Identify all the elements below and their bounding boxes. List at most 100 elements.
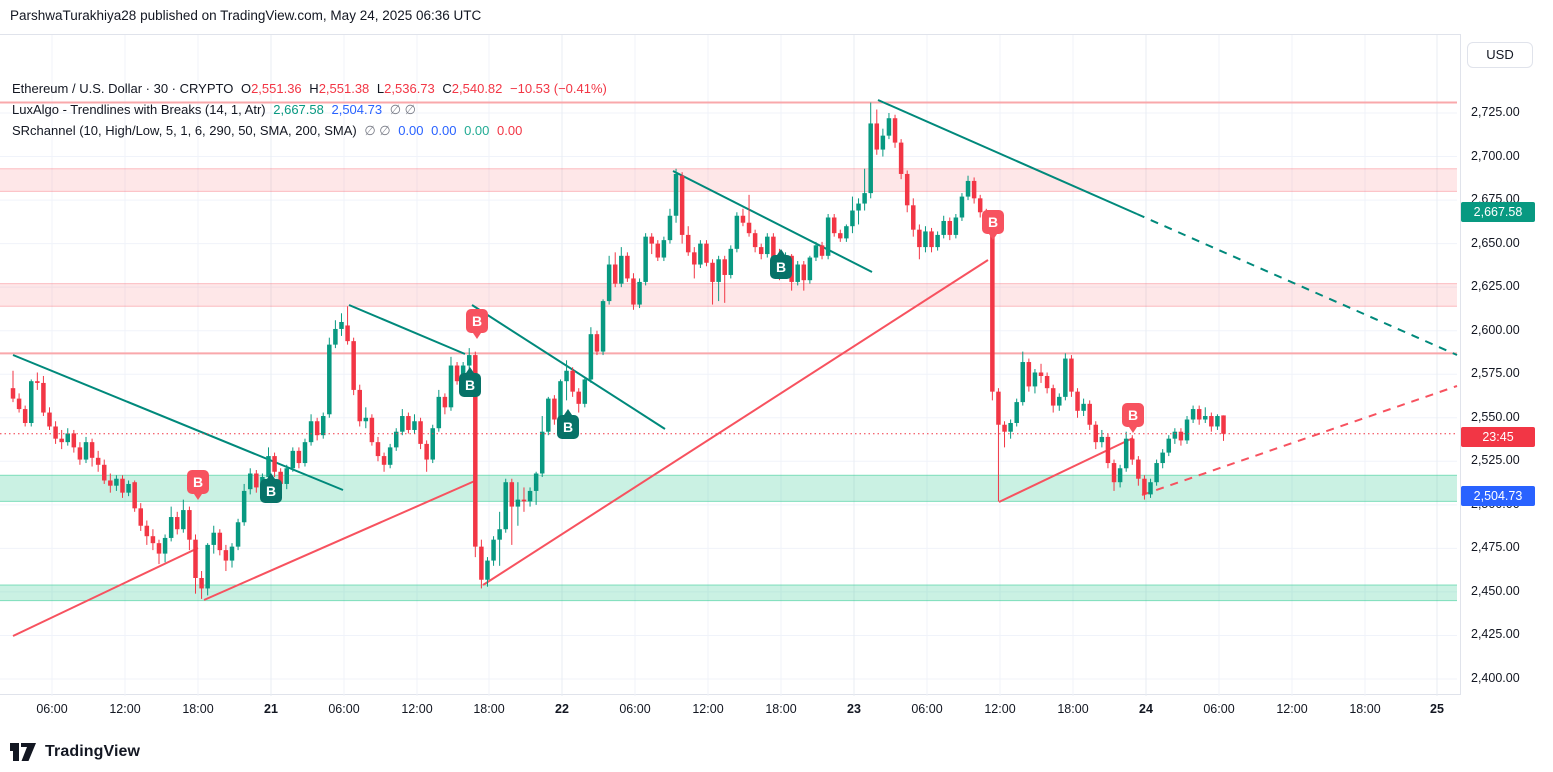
candle-body bbox=[1117, 468, 1123, 483]
candle-body bbox=[308, 421, 314, 443]
candle-body bbox=[588, 334, 594, 380]
candle-body bbox=[296, 450, 302, 464]
price-tick: 2,400.00 bbox=[1471, 671, 1520, 685]
candle-body bbox=[10, 388, 16, 399]
price-tick: 2,550.00 bbox=[1471, 409, 1520, 424]
time-tick: 06:00 bbox=[619, 702, 651, 716]
break-marker-tail bbox=[1129, 427, 1137, 433]
candle-body bbox=[673, 173, 679, 216]
down-trendline bbox=[348, 304, 466, 355]
up-trendline bbox=[998, 437, 1134, 503]
srchannel-value-4: 0.00 bbox=[497, 123, 523, 138]
candle-body bbox=[1063, 358, 1068, 397]
candle-body bbox=[290, 450, 296, 469]
break-marker-tail bbox=[473, 333, 481, 339]
candle-body bbox=[436, 396, 442, 429]
price-axis[interactable]: USD 2,725.00 2,700.00 2,675.00 2,650.00 2,62… bbox=[1460, 34, 1553, 695]
candle-body bbox=[527, 490, 533, 502]
break-marker-box bbox=[557, 415, 579, 439]
candle-body bbox=[886, 118, 892, 136]
candle-body bbox=[1050, 388, 1056, 406]
candle-body bbox=[977, 198, 983, 213]
legend-symbol-row[interactable]: Ethereum / U.S. Dollar · 30 · CRYPTO O2,… bbox=[12, 81, 611, 102]
candle-body bbox=[1178, 431, 1184, 441]
candle-body bbox=[679, 175, 685, 235]
time-axis[interactable]: 06:00 12:00 18:00 21 06:00 12:00 18:00 22 06:00 1… bbox=[0, 696, 1553, 723]
time-tick: 18:00 bbox=[1057, 702, 1089, 716]
candle-body bbox=[181, 510, 186, 530]
candle-body bbox=[393, 431, 399, 448]
candle-body bbox=[838, 233, 843, 239]
legend-srchannel-row[interactable]: SRchannel (10, High/Low, 5, 1, 6, 290, 5… bbox=[12, 123, 611, 144]
time-tick: 12:00 bbox=[109, 702, 141, 716]
candle-body bbox=[813, 245, 819, 258]
candle-body bbox=[917, 229, 922, 248]
candle-body bbox=[1032, 372, 1038, 387]
candle-body bbox=[692, 252, 697, 265]
candle-body bbox=[1093, 424, 1099, 443]
candle-body bbox=[625, 255, 630, 279]
time-tick-day: 22 bbox=[555, 702, 569, 716]
time-tick: 18:00 bbox=[765, 702, 797, 716]
candle-body bbox=[381, 456, 387, 465]
candles bbox=[10, 102, 1226, 599]
ohlc-close-value: 2,540.82 bbox=[451, 81, 503, 96]
tradingview-brand-text[interactable]: TradingView bbox=[45, 743, 141, 760]
candle-body bbox=[704, 243, 709, 263]
tradingview-logo-icon[interactable] bbox=[10, 741, 38, 763]
candle-body bbox=[211, 532, 216, 545]
candle-body bbox=[132, 482, 137, 509]
price-tick: 2,625.00 bbox=[1471, 279, 1520, 294]
candle-body bbox=[667, 215, 673, 241]
candle-body bbox=[278, 471, 283, 484]
candle-body bbox=[35, 381, 40, 383]
candle-body bbox=[400, 416, 405, 432]
candle-body bbox=[351, 341, 356, 390]
candle-body bbox=[412, 421, 417, 430]
break-marker-box bbox=[459, 373, 481, 397]
candle-body bbox=[1099, 436, 1105, 443]
down-trendline-projection bbox=[1136, 213, 1458, 356]
break-marker-tail bbox=[466, 367, 474, 373]
candle-body bbox=[1190, 409, 1196, 420]
candle-body bbox=[235, 522, 241, 547]
candle-body bbox=[923, 231, 928, 248]
candle-body bbox=[643, 236, 648, 282]
candle-body bbox=[387, 447, 393, 465]
candle-body bbox=[418, 421, 423, 444]
candle-body bbox=[637, 281, 642, 305]
candle-body bbox=[868, 123, 873, 194]
legend-luxalgo-row[interactable]: LuxAlgo - Trendlines with Breaks (14, 1,… bbox=[12, 102, 611, 123]
candle-body bbox=[473, 355, 478, 547]
currency-toggle-button[interactable]: USD bbox=[1467, 42, 1533, 68]
indicator-srchannel-title: SRchannel (10, High/Low, 5, 1, 6, 290, 5… bbox=[12, 123, 357, 138]
candle-body bbox=[612, 264, 618, 284]
break-marker-bearish: B bbox=[466, 309, 488, 339]
break-marker-label: B bbox=[472, 313, 482, 329]
footer: TradingView bbox=[10, 737, 140, 767]
candle-body bbox=[807, 257, 813, 281]
candle-body bbox=[740, 215, 746, 223]
time-tick: 06:00 bbox=[36, 702, 68, 716]
candle-body bbox=[911, 205, 916, 230]
candle-body bbox=[83, 442, 89, 460]
time-tick: 12:00 bbox=[401, 702, 433, 716]
candle-body bbox=[698, 243, 703, 265]
time-tick: 06:00 bbox=[1203, 702, 1235, 716]
time-tick: 12:00 bbox=[1276, 702, 1308, 716]
srchannel-value-2: 0.00 bbox=[431, 123, 457, 138]
price-badge: 2,667.58 bbox=[1461, 201, 1535, 222]
candlestick-chart-canvas[interactable]: B B B B B B B B bbox=[0, 35, 1553, 696]
candle-body bbox=[929, 231, 934, 248]
candle-body bbox=[1130, 438, 1135, 460]
candle-body bbox=[1026, 362, 1032, 387]
candle-body bbox=[819, 245, 825, 256]
price-tick: 2,575.00 bbox=[1471, 366, 1520, 381]
candle-body bbox=[247, 473, 253, 490]
candle-body bbox=[892, 118, 898, 143]
srchannel-empty-values: ∅ ∅ bbox=[364, 123, 391, 138]
time-tick-day: 23 bbox=[847, 702, 861, 716]
candle-body bbox=[1148, 482, 1153, 495]
candle-body bbox=[491, 539, 496, 561]
candle-body bbox=[65, 433, 70, 443]
